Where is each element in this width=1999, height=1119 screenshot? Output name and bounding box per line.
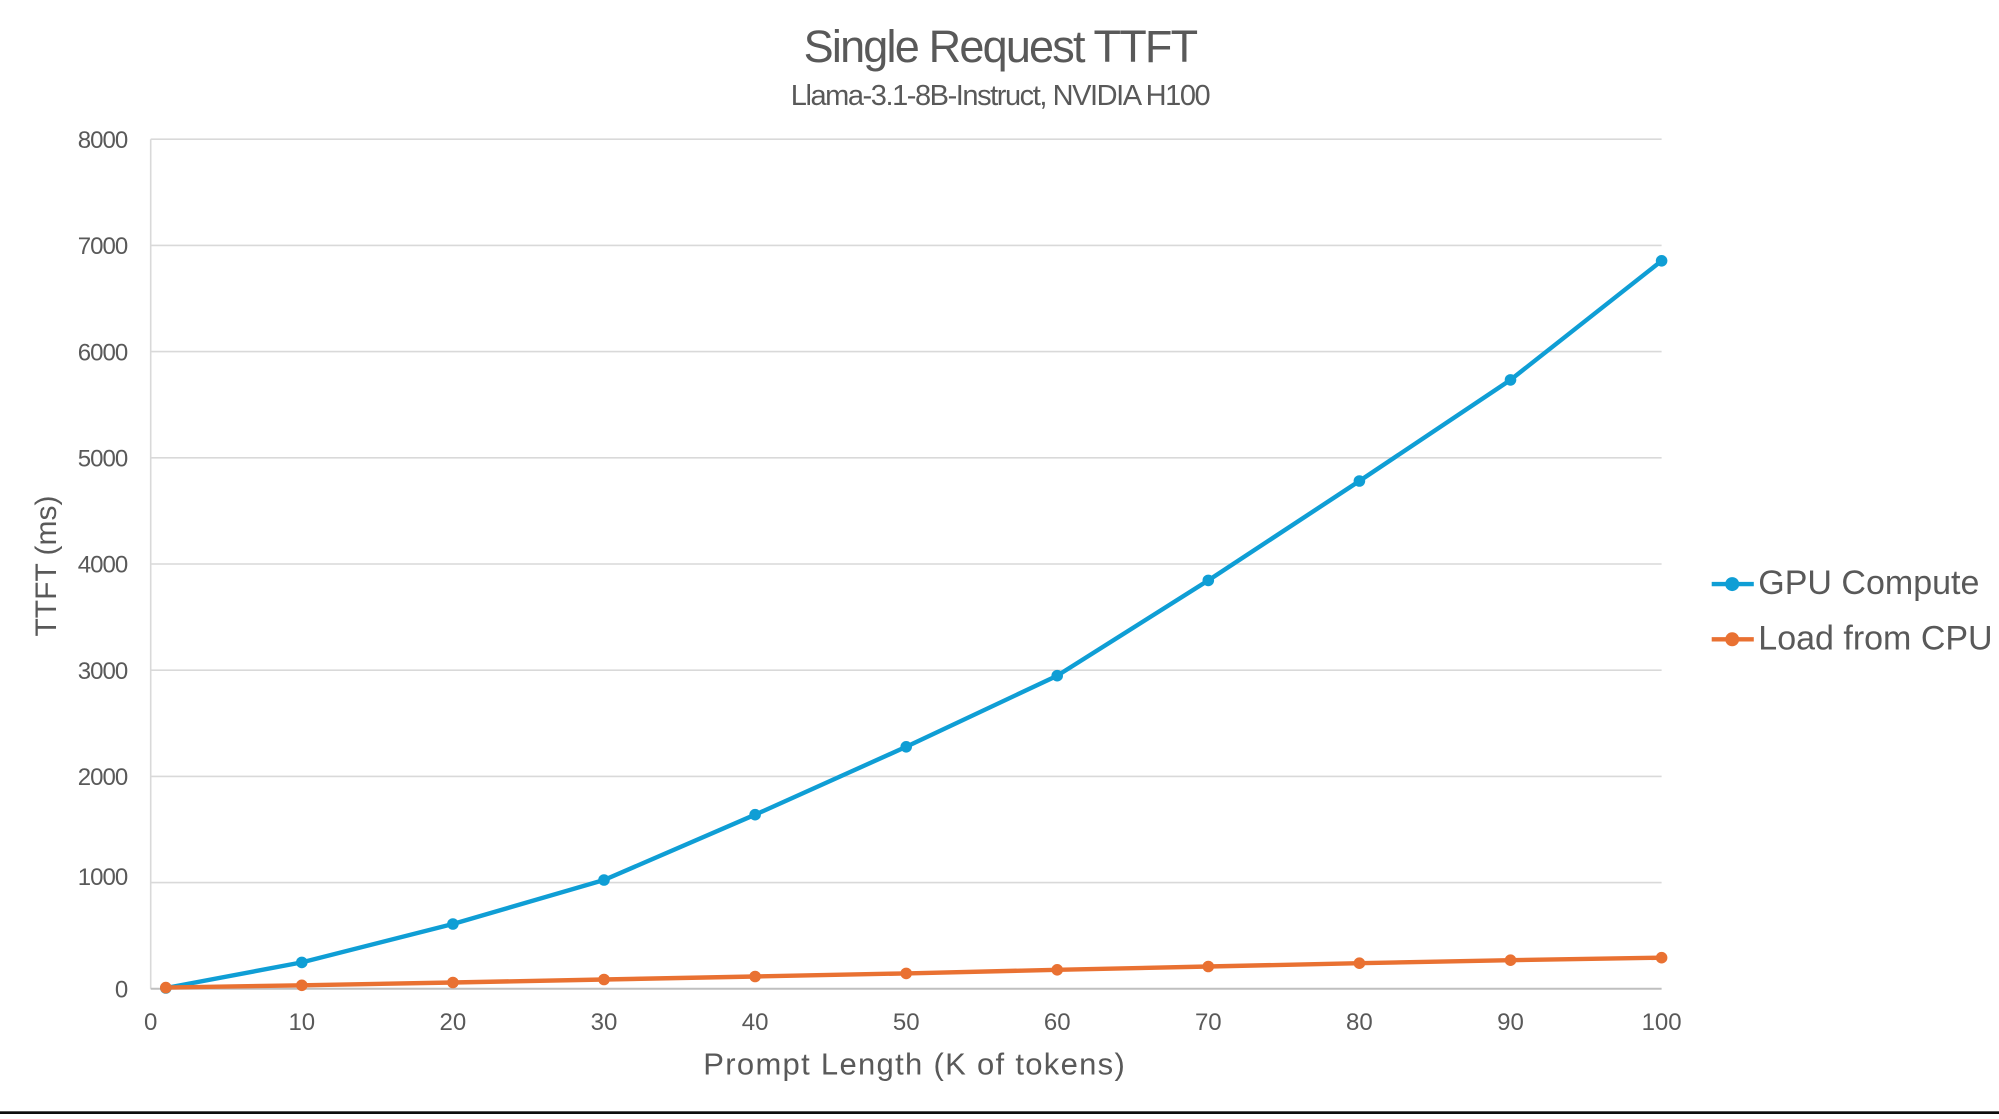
svg-text:20: 20	[440, 1009, 467, 1036]
svg-text:3000: 3000	[78, 658, 128, 685]
svg-text:0: 0	[115, 977, 128, 1004]
svg-text:4000: 4000	[78, 552, 128, 579]
svg-text:30: 30	[591, 1009, 618, 1036]
svg-text:5000: 5000	[78, 446, 128, 473]
svg-text:10: 10	[288, 1009, 315, 1036]
svg-text:TTFT (ms): TTFT (ms)	[30, 495, 63, 636]
svg-text:1000: 1000	[78, 864, 128, 891]
svg-text:6000: 6000	[78, 339, 128, 366]
svg-text:7000: 7000	[78, 233, 128, 260]
svg-text:GPU Compute: GPU Compute	[1758, 564, 1979, 602]
svg-text:100: 100	[1642, 1009, 1682, 1036]
svg-text:90: 90	[1497, 1009, 1524, 1036]
svg-text:80: 80	[1346, 1009, 1373, 1036]
svg-text:60: 60	[1044, 1009, 1071, 1036]
svg-text:70: 70	[1195, 1009, 1222, 1036]
svg-text:Single Request TTFT: Single Request TTFT	[804, 21, 1198, 72]
svg-text:Llama-3.1-8B-Instruct, NVIDIA: Llama-3.1-8B-Instruct, NVIDIA H100	[791, 80, 1210, 112]
svg-text:0: 0	[144, 1009, 157, 1036]
svg-text:Load from CPU: Load from CPU	[1758, 619, 1992, 657]
svg-text:50: 50	[893, 1009, 920, 1036]
svg-text:2000: 2000	[78, 764, 128, 791]
svg-text:40: 40	[742, 1009, 769, 1036]
svg-text:8000: 8000	[78, 127, 128, 154]
svg-text:Prompt Length (K of tokens): Prompt Length (K of tokens)	[703, 1047, 1126, 1082]
